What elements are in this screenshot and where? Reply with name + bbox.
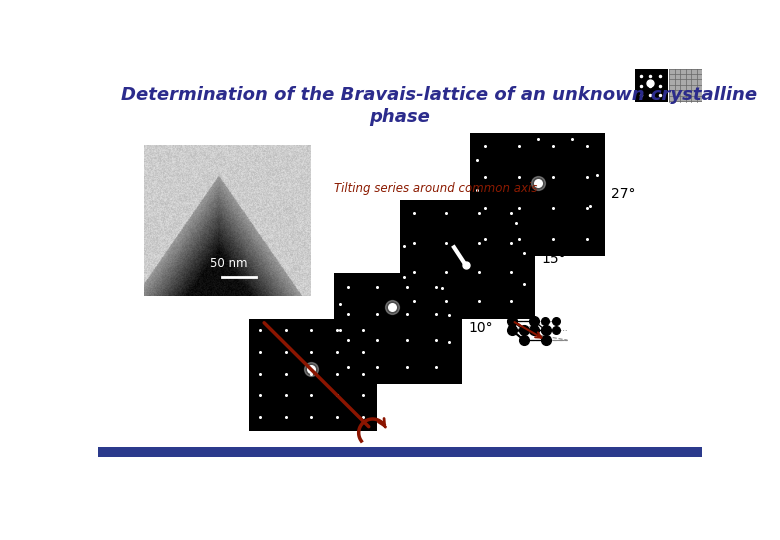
Text: 27°: 27° <box>612 187 636 201</box>
Text: phase: phase <box>369 108 431 126</box>
Bar <box>249 319 377 430</box>
Bar <box>399 200 535 319</box>
Bar <box>669 69 703 102</box>
Bar <box>635 69 668 102</box>
Text: 15°: 15° <box>541 252 566 266</box>
Text: 0°: 0° <box>383 323 399 338</box>
Bar <box>470 132 605 256</box>
Text: 50 nm: 50 nm <box>210 258 247 271</box>
Text: 10°: 10° <box>468 321 493 335</box>
Text: Tilting series around common axis: Tilting series around common axis <box>334 182 537 195</box>
Bar <box>334 273 462 384</box>
Text: Determination of the Bravais-lattice of an unknown crystalline: Determination of the Bravais-lattice of … <box>121 86 757 104</box>
Bar <box>98 448 702 457</box>
